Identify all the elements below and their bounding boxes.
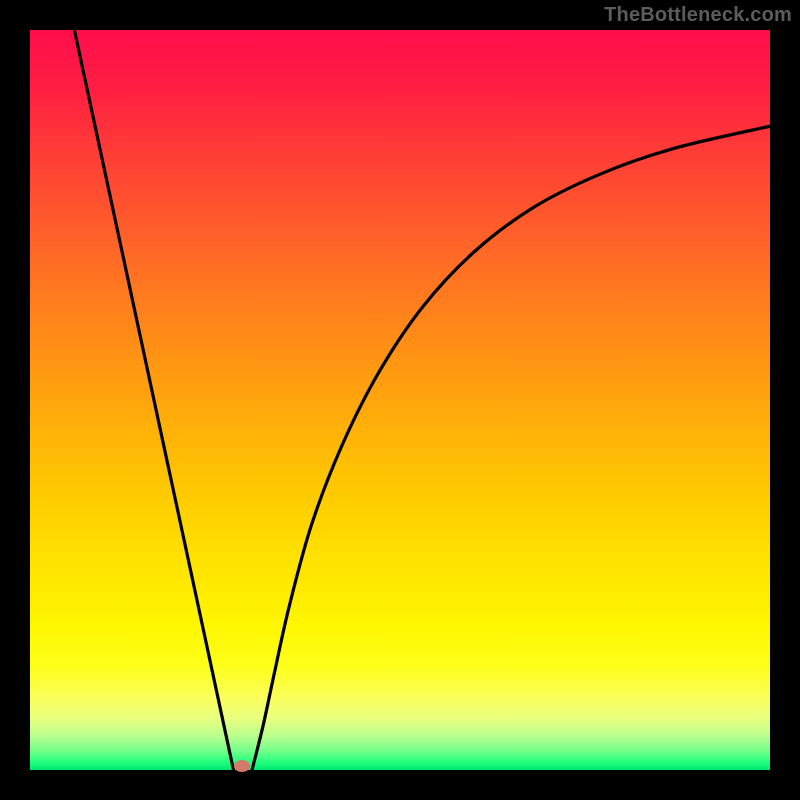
curve-left-branch [74, 30, 233, 770]
plot-area [30, 30, 770, 770]
bottleneck-curve [30, 30, 770, 770]
attribution-text: TheBottleneck.com [604, 4, 792, 27]
curve-right-branch [252, 126, 770, 770]
minimum-marker [234, 760, 250, 772]
